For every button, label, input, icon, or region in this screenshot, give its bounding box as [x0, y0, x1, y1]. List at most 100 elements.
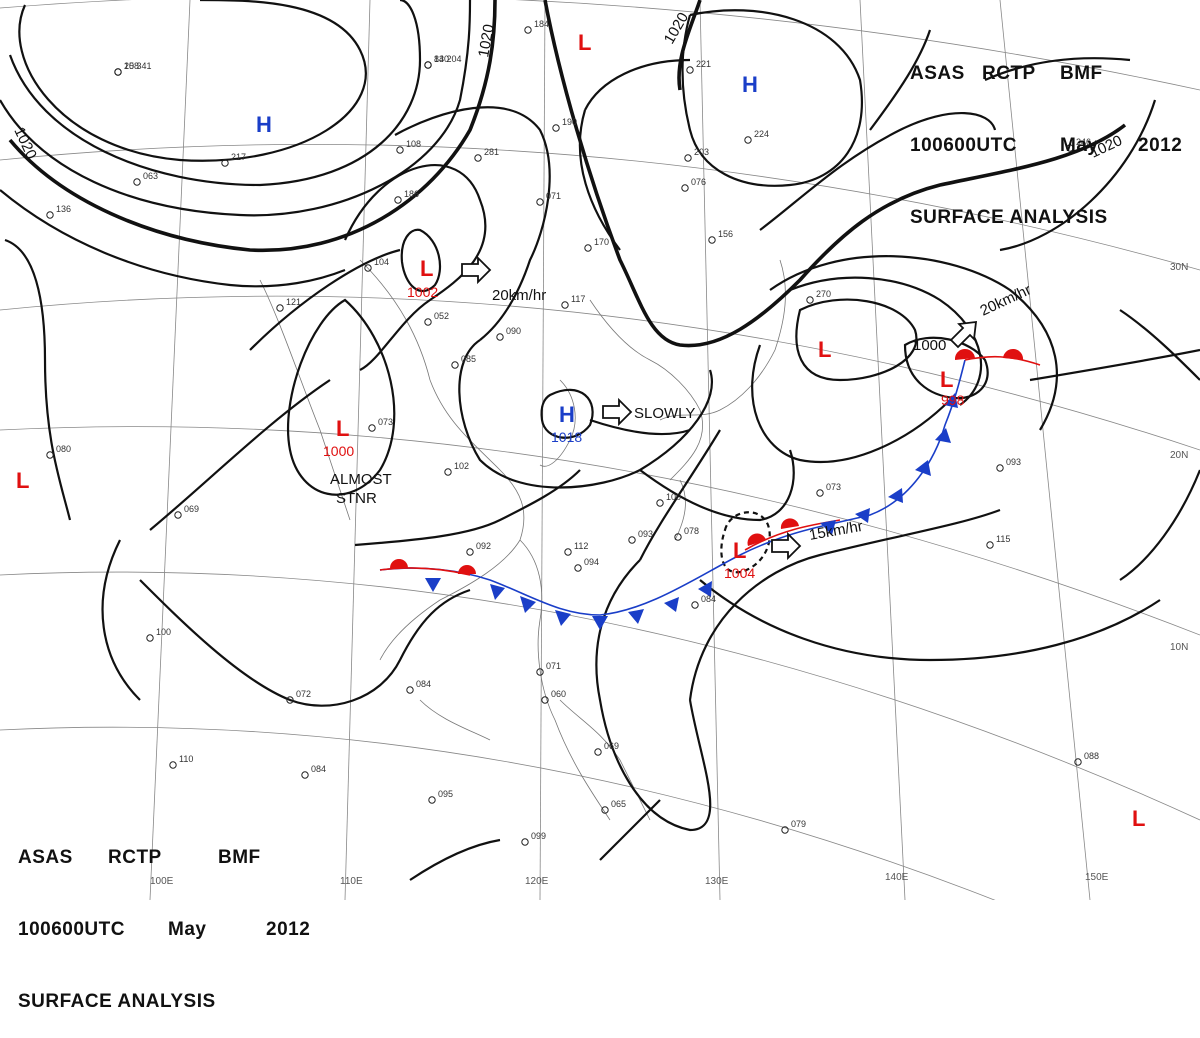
station-marker — [524, 26, 532, 34]
station-marker — [521, 838, 529, 846]
station-label: 246 — [1076, 137, 1091, 147]
station-marker — [561, 301, 569, 309]
high-center: H — [256, 112, 272, 137]
station-label: 069 — [604, 741, 619, 751]
station-label: 108 — [406, 139, 421, 149]
station-marker — [368, 424, 376, 432]
station-marker — [428, 796, 436, 804]
station-marker — [674, 533, 682, 541]
station-label: 136 — [56, 204, 71, 214]
latitude-label: 20N — [1170, 450, 1188, 461]
header-time: 100600UTC — [910, 135, 1017, 156]
station-label: 13 204 — [434, 54, 462, 64]
motion-arrow — [949, 320, 978, 349]
header-title: SURFACE ANALYSIS — [18, 991, 216, 1012]
station-label: 085 — [461, 354, 476, 364]
high-center-value: 1018 — [551, 429, 582, 445]
cold-front-barb — [490, 584, 505, 600]
cold-front-barb — [555, 610, 571, 626]
longitude-label: 140E — [885, 872, 909, 883]
low-center: L — [818, 337, 831, 362]
station-label: 170 — [594, 237, 609, 247]
station-marker — [681, 184, 689, 192]
station-marker — [996, 464, 1004, 472]
station-marker — [986, 541, 994, 549]
longitude-label: 130E — [705, 876, 729, 887]
station-label: 092 — [476, 541, 491, 551]
station-label: 100 — [156, 627, 171, 637]
station-label: 084 — [701, 594, 716, 604]
motion-arrows: 20km/hr SLOWLY 20km/hr 15km/hr ALMOST ST… — [330, 255, 1034, 561]
station-marker — [169, 761, 177, 769]
station-label: 099 — [531, 831, 546, 841]
longitude-label: 150E — [1085, 872, 1109, 883]
front-stationary — [379, 554, 741, 630]
weather-map: 1020 1020 1020 1020 H H H 1018 L 1002 L … — [0, 0, 1200, 900]
longitude-label: 110E — [340, 876, 363, 887]
station-label: 088 — [1084, 751, 1099, 761]
station-label: 090 — [506, 326, 521, 336]
station-marker — [684, 154, 692, 162]
station-label: 102 — [454, 461, 469, 471]
motion-label: SLOWLY — [634, 405, 695, 422]
station-marker — [536, 198, 544, 206]
header-source: RCTP — [982, 63, 1036, 84]
warm-front-bump — [458, 565, 476, 574]
motion-label: 20km/hr — [492, 287, 546, 304]
station-label: 115 — [996, 534, 1010, 544]
station-label: 15 341 — [124, 61, 152, 71]
station-label: 110 — [179, 754, 193, 764]
station-marker — [806, 296, 814, 304]
station-marker — [424, 61, 432, 69]
station-marker — [574, 564, 582, 572]
header-agency: ASAS — [18, 847, 73, 868]
cold-front-barb — [820, 520, 836, 535]
cold-front-barb — [915, 460, 931, 476]
station-marker — [601, 806, 609, 814]
station-label: 072 — [296, 689, 311, 699]
warm-front-bump — [1003, 348, 1024, 360]
warm-front-bump — [780, 518, 799, 529]
station-marker — [594, 748, 602, 756]
header-source: RCTP — [108, 847, 162, 868]
station-label: 063 — [143, 171, 158, 181]
cold-front-barb — [855, 508, 870, 523]
station-label: 060 — [551, 689, 566, 699]
high-center: H — [742, 72, 758, 97]
station-label: 190 — [562, 117, 577, 127]
high-center: H — [559, 402, 575, 427]
low-center-value: 1002 — [407, 284, 438, 300]
station-label: 071 — [546, 661, 561, 671]
header-product: BMF — [1060, 63, 1103, 84]
map-background — [0, 0, 1200, 900]
station-marker — [496, 333, 504, 341]
front-system-east — [739, 348, 1041, 556]
low-center: L — [578, 30, 591, 55]
station-marker — [46, 211, 54, 219]
station-marker — [816, 489, 824, 497]
station-label: 071 — [546, 191, 561, 201]
station-label: 186 — [404, 189, 419, 199]
warm-front-bump — [390, 559, 408, 568]
station-label: 093 — [1006, 457, 1021, 467]
station-label: 221 — [696, 59, 711, 69]
station-marker — [474, 154, 482, 162]
station-label: 094 — [584, 557, 599, 567]
station-marker — [691, 601, 699, 609]
station-label: 117 — [571, 294, 585, 304]
station-label: 073 — [378, 417, 393, 427]
low-center: L — [940, 367, 953, 392]
station-label: 065 — [611, 799, 626, 809]
station-label: 840 — [434, 54, 449, 64]
station-label: 281 — [484, 147, 499, 157]
station-label: 084 — [311, 764, 326, 774]
station-label: 079 — [791, 819, 806, 829]
low-center: L — [336, 416, 349, 441]
low-center-value: 1004 — [724, 565, 755, 581]
station-marker — [394, 196, 402, 204]
station-label: 084 — [416, 679, 431, 689]
station-marker — [708, 236, 716, 244]
station-label: 100 — [666, 492, 681, 502]
header-product: BMF — [218, 847, 261, 868]
station-marker — [444, 468, 452, 476]
